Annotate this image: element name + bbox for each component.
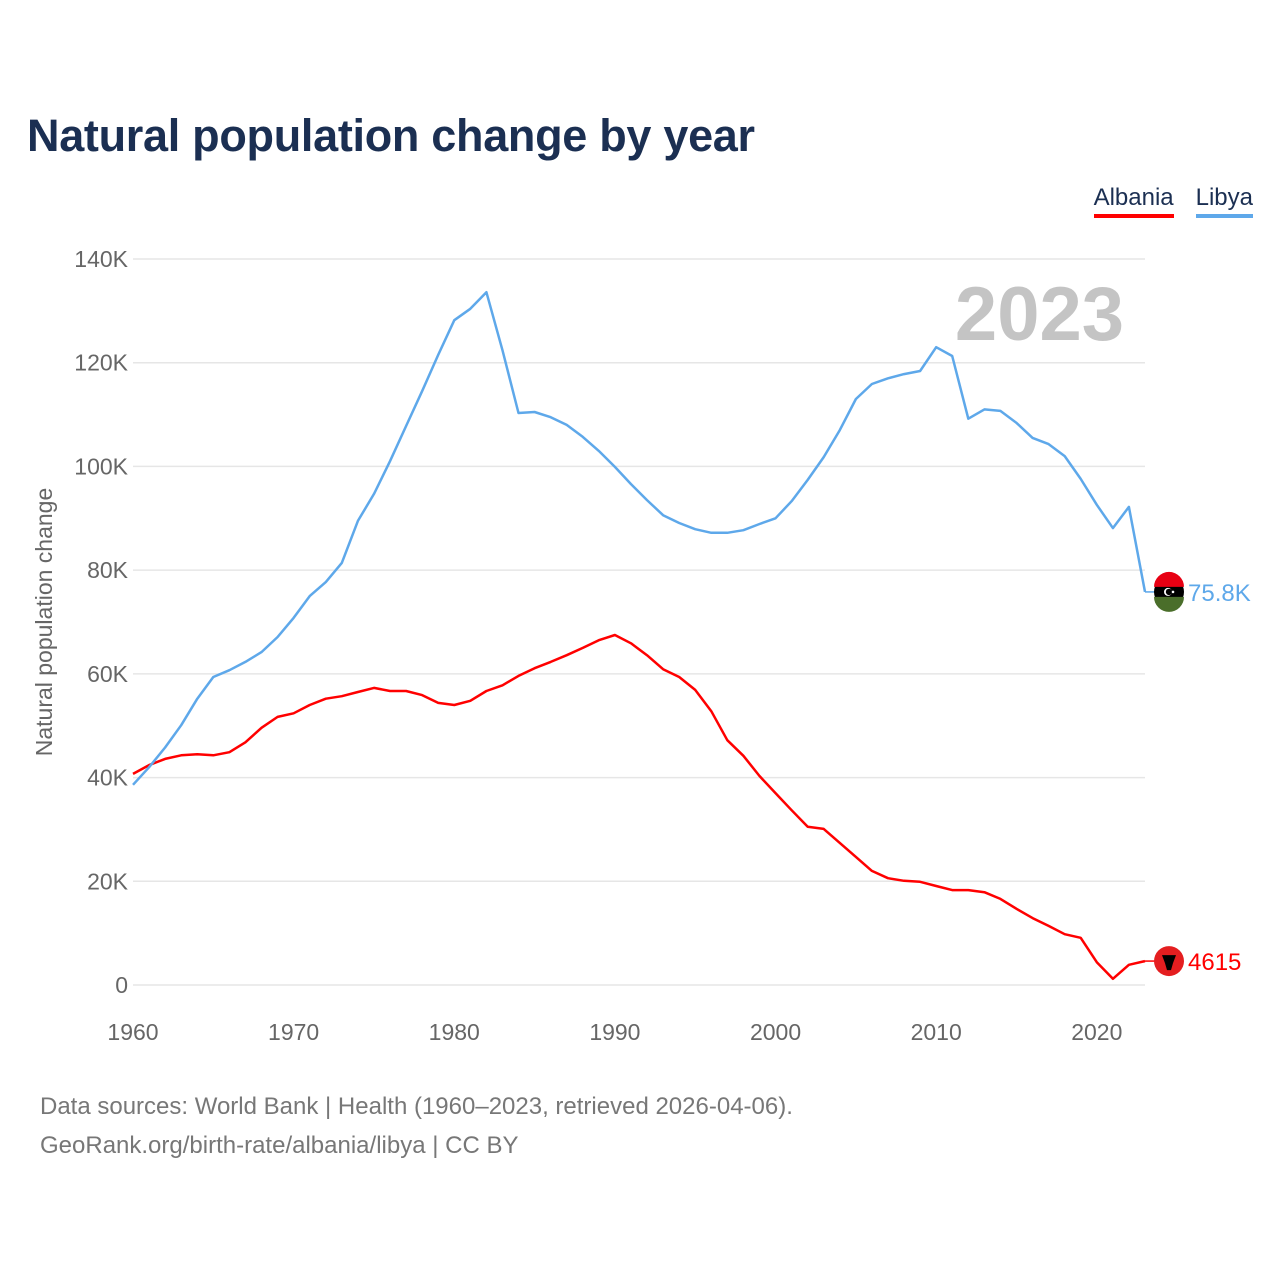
flag-stripe-red (1154, 571, 1184, 587)
legend-item-libya[interactable]: Libya (1195, 184, 1253, 218)
chart-title: Natural population change by year (27, 110, 755, 161)
y-tick-label: 80K (87, 557, 129, 583)
y-tick-label: 20K (87, 868, 129, 894)
y-tick-label: 140K (74, 246, 128, 272)
x-tick-label: 1970 (268, 1019, 319, 1045)
flag-star (1171, 590, 1175, 594)
legend-item-albania[interactable]: Albania (1093, 184, 1174, 218)
data-source-note: Data sources: World Bank | Health (1960–… (40, 1093, 793, 1120)
flag-crescent-cut (1165, 588, 1173, 596)
x-tick-label: 1980 (429, 1019, 480, 1045)
end-value-label-libya: 75.8K (1188, 580, 1251, 607)
y-tick-label: 60K (87, 661, 129, 687)
end-value-label-albania: 4615 (1188, 949, 1241, 976)
flag-eagle (1162, 955, 1176, 971)
footer: Data sources: World Bank | Health (1960–… (40, 1087, 793, 1165)
y-tick-label: 100K (74, 453, 128, 479)
year-watermark: 2023 (955, 272, 1124, 357)
x-tick-label: 2000 (750, 1019, 801, 1045)
x-tick-label: 1960 (107, 1019, 158, 1045)
flag-stripe-green (1154, 596, 1184, 612)
y-tick-label: 120K (74, 350, 128, 376)
series-line-albania (132, 633, 1146, 981)
series-line-libya (132, 290, 1147, 786)
y-axis-label: Natural population change (31, 488, 57, 757)
x-tick-label: 2020 (1071, 1019, 1122, 1045)
source-link[interactable]: GeoRank.org/birth-rate/albania/libya | C… (40, 1132, 519, 1159)
x-tick-label: 2010 (911, 1019, 962, 1045)
y-tick-label: 0 (115, 972, 128, 998)
y-tick-label: 40K (87, 765, 129, 791)
x-tick-label: 1990 (589, 1019, 640, 1045)
legend: Albania Libya (1093, 184, 1253, 218)
